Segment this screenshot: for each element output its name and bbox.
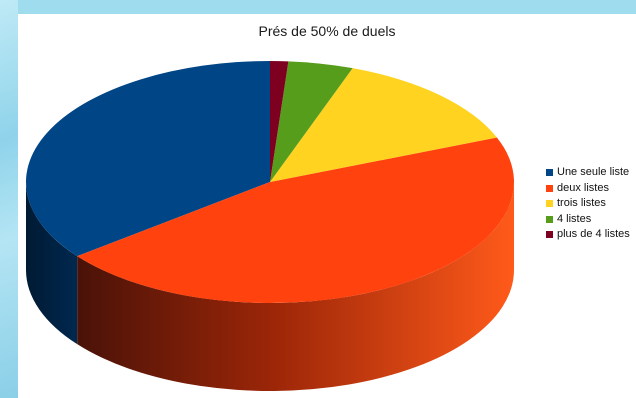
pie-slice-1 [26, 61, 270, 257]
pie-slice-2 [77, 137, 514, 303]
legend-label: deux listes [557, 181, 609, 194]
legend-swatch [546, 184, 553, 192]
chart-legend: Une seule liste deux listes trois listes 4 … [546, 165, 630, 243]
legend-label: Une seule liste [557, 166, 630, 178]
legend-item: 4 listes [546, 212, 630, 228]
legend-swatch [546, 231, 553, 239]
pie-chart [25, 61, 514, 391]
legend-label: plus de 4 listes [557, 228, 630, 240]
legend-label: 4 listes [557, 212, 592, 225]
pie-slice-side-1 [25, 182, 78, 345]
legend-label: trois listes [557, 197, 606, 209]
legend-item: deux listes [546, 181, 630, 197]
background-stripe [0, 0, 18, 398]
pie-slice-side-2 [77, 182, 514, 391]
chart-panel: Prés de 50% de duels Une seule liste deux… [18, 14, 636, 398]
legend-swatch [546, 169, 553, 177]
chart-title: Prés de 50% de duels [258, 23, 396, 39]
pie-slice-4 [270, 61, 353, 182]
legend-swatch [546, 200, 553, 208]
pie-slice-5 [270, 61, 289, 182]
pie-slice-3 [270, 68, 497, 182]
legend-swatch [546, 215, 553, 223]
legend-item: Une seule liste [546, 165, 630, 181]
legend-item: trois listes [546, 196, 630, 212]
legend-item: plus de 4 listes [546, 227, 630, 243]
